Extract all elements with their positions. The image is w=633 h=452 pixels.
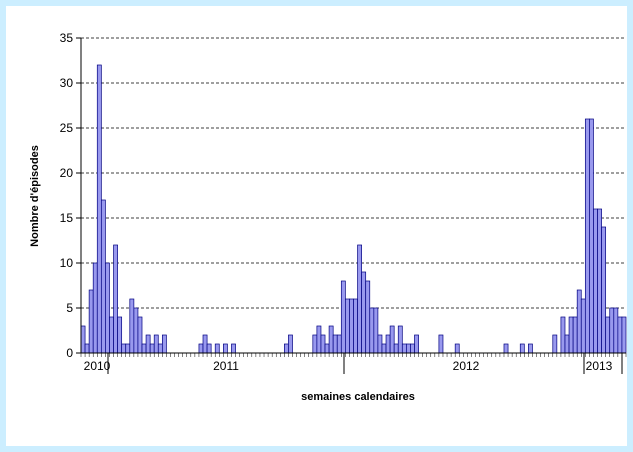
bar [329,326,333,353]
bar [520,344,524,353]
bar [146,335,150,353]
bar [354,299,358,353]
y-axis-label: Nombre d'épisodes [29,145,41,247]
bar [199,344,203,353]
y-tick-label: 30 [60,76,74,90]
bars [81,65,626,353]
year-label: 2013 [586,359,613,373]
x-axis: 2010 2011 2012 2013 [81,353,626,374]
bar [321,335,325,353]
bar [284,344,288,353]
bar [362,272,366,353]
bar [622,317,626,353]
bar [150,344,154,353]
bar [410,344,414,353]
bar [606,317,610,353]
bar [569,317,573,353]
bar [598,209,602,353]
x-axis-label: semaines calendaires [301,391,415,403]
bar [118,317,122,353]
bar [402,344,406,353]
y-axis: 0 5 10 15 20 25 30 35 [60,31,81,360]
bar [105,263,109,353]
bar [207,344,211,353]
y-tick-label: 0 [66,346,73,360]
y-tick-label: 15 [60,211,74,225]
bar [366,281,370,353]
bar [602,227,606,353]
bar [231,344,235,353]
bar [313,335,317,353]
bar [618,317,622,353]
bar [126,344,130,353]
bar [504,344,508,353]
bar [374,308,378,353]
bar [370,308,374,353]
bar [415,335,419,353]
bar [333,335,337,353]
bar [439,335,443,353]
bar [585,119,589,353]
bar [142,344,146,353]
bar [341,281,345,353]
episodes-bar-chart: 0 5 10 15 20 25 30 35 2010 2011 2012 2013 Nombre d… [6,6,627,446]
bar [122,344,126,353]
bar [358,245,362,353]
bar [223,344,227,353]
bar [109,317,113,353]
bar [89,290,93,353]
bar [394,344,398,353]
bar [325,344,329,353]
y-tick-label: 20 [60,166,74,180]
bar [162,335,166,353]
bar [154,335,158,353]
bar [203,335,207,353]
bar [345,299,349,353]
bar [337,335,341,353]
bar [455,344,459,353]
bar [593,209,597,353]
year-label: 2010 [84,359,111,373]
bar [565,335,569,353]
bar [114,245,118,353]
bar [130,299,134,353]
bar [378,335,382,353]
bar [101,200,105,353]
bar [215,344,219,353]
bar [386,335,390,353]
bar [288,335,292,353]
bar [134,308,138,353]
chart-frame: 0 5 10 15 20 25 30 35 2010 2011 2012 2013 Nombre d… [6,6,627,446]
bar [614,308,618,353]
bar [561,317,565,353]
bar [85,344,89,353]
bar [610,308,614,353]
bar [93,263,97,353]
bar [138,317,142,353]
y-tick-label: 10 [60,256,74,270]
bar [382,344,386,353]
bar [317,326,321,353]
bar [349,299,353,353]
gridlines [81,38,626,308]
y-tick-label: 5 [66,301,73,315]
y-tick-label: 25 [60,121,74,135]
y-tick-label: 35 [60,31,74,45]
bar [528,344,532,353]
bar [581,299,585,353]
year-label: 2012 [453,359,480,373]
bar [573,317,577,353]
bar [553,335,557,353]
bar [406,344,410,353]
bar [577,290,581,353]
bar [158,344,162,353]
bar [390,326,394,353]
year-label: 2011 [213,359,239,373]
bar [81,326,85,353]
bar [589,119,593,353]
bar [97,65,101,353]
bar [398,326,402,353]
